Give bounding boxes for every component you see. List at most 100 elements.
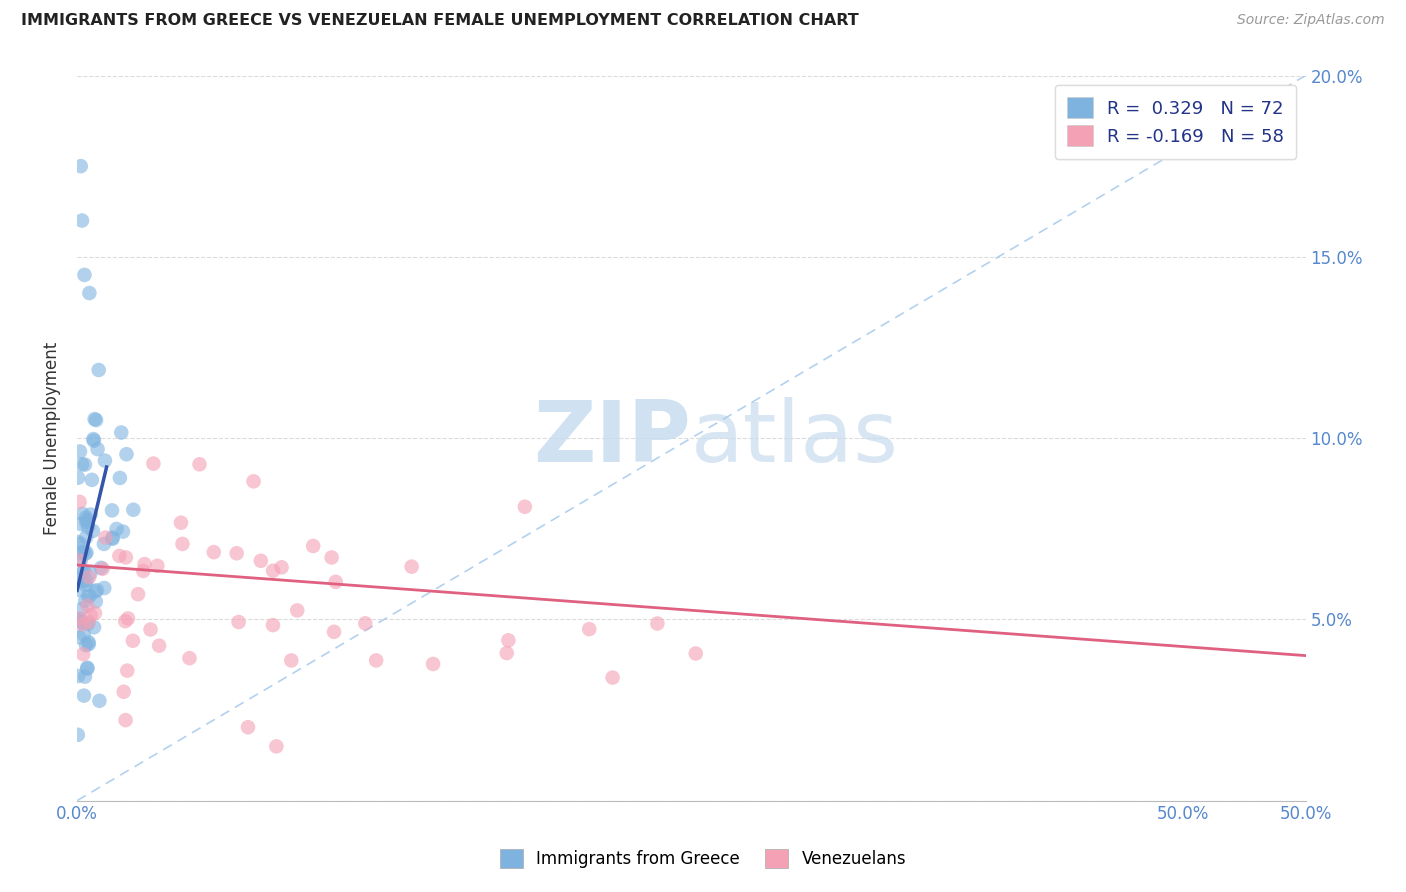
Point [73,670,96,684]
Point [285,603,308,617]
Point [67,669,90,683]
Point [76,599,98,613]
Point [83,434,105,448]
Point [228,615,250,629]
Point [70,546,93,560]
Text: IMMIGRANTS FROM GREECE VS VENEZUELAN FEMALE UNEMPLOYMENT CORRELATION CHART: IMMIGRANTS FROM GREECE VS VENEZUELAN FEM… [21,13,859,29]
Point [108,549,131,563]
Point [321,550,343,565]
Point [84,584,107,599]
Point [498,633,520,648]
Point [325,574,347,589]
Point [170,516,193,530]
Point [72,544,94,558]
Point [75,547,97,561]
Point [82,524,104,538]
Text: atlas: atlas [692,397,900,480]
Point [72,566,94,580]
Point [354,616,377,631]
Text: ZIP: ZIP [533,397,692,480]
Point [302,539,325,553]
Point [69,159,91,173]
Point [75,530,97,544]
Point [75,638,97,652]
Point [73,458,96,472]
Point [76,661,98,675]
Point [93,537,115,551]
Point [77,570,100,584]
Point [117,664,139,678]
Point [250,554,273,568]
Point [94,453,117,467]
Point [105,522,128,536]
Point [89,694,111,708]
Point [90,561,112,575]
Point [93,581,115,595]
Point [79,508,101,522]
Point [101,532,124,546]
Point [73,268,96,282]
Legend: Immigrants from Greece, Venezuelans: Immigrants from Greece, Venezuelans [494,842,912,875]
Point [80,473,103,487]
Point [72,617,94,632]
Point [323,624,346,639]
Point [91,562,114,576]
Point [270,560,292,574]
Point [84,606,107,620]
Point [132,564,155,578]
Point [83,620,105,634]
Point [77,615,100,629]
Point [69,611,91,625]
Point [73,574,96,589]
Point [94,531,117,545]
Point [83,412,105,426]
Point [75,578,97,592]
Point [75,510,97,524]
Legend: R =  0.329   N = 72, R = -0.169   N = 58: R = 0.329 N = 72, R = -0.169 N = 58 [1054,85,1296,159]
Point [76,574,98,588]
Point [67,582,90,597]
Point [236,720,259,734]
Point [202,545,225,559]
Point [69,495,91,509]
Point [67,630,90,644]
Point [84,594,107,608]
Point [70,517,93,532]
Point [112,685,135,699]
Point [366,653,388,667]
Point [86,583,108,598]
Point [134,557,156,571]
Point [401,559,423,574]
Point [66,571,89,585]
Point [647,616,669,631]
Point [66,535,89,549]
Point [67,612,90,626]
Point [87,363,110,377]
Y-axis label: Female Unemployment: Female Unemployment [44,342,60,534]
Point [172,537,194,551]
Point [280,653,302,667]
Point [117,611,139,625]
Point [67,471,90,485]
Point [86,442,108,456]
Point [76,662,98,676]
Point [69,444,91,458]
Point [122,633,145,648]
Point [79,589,101,603]
Text: Source: ZipAtlas.com: Source: ZipAtlas.com [1237,13,1385,28]
Point [72,507,94,521]
Point [110,425,132,440]
Point [142,457,165,471]
Point [77,589,100,603]
Point [66,728,89,742]
Point [77,635,100,649]
Point [578,622,600,636]
Point [82,432,104,446]
Point [114,713,136,727]
Point [266,739,288,754]
Point [262,564,284,578]
Point [188,457,211,471]
Point [79,286,101,301]
Point [148,639,170,653]
Point [73,565,96,579]
